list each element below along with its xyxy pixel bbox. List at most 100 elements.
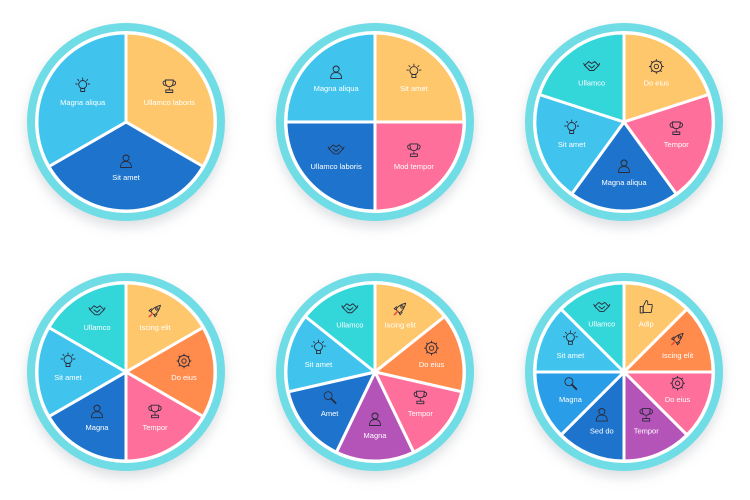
pie-slice [622,31,711,124]
person-icon [120,154,132,168]
pie-slice [124,281,205,374]
pie-chart-3: Do eius Tempor Magna aliqua Sit amet Ullamco [525,23,723,221]
segment-label: Sit amet [557,351,585,360]
pie-segment-ullamco: Ullamco [303,281,377,374]
pie-chart-4: Iscing elit Do eius Tempor Magna Sit amet Ull… [27,273,225,471]
lightbulb-icon [406,63,422,79]
segment-label: Sit amet [305,360,333,369]
trophy-icon [413,390,428,405]
pie-slice [124,326,217,418]
pie-segment-tempor: Tempor [622,92,715,196]
pie-slice [533,92,626,196]
gear-icon [670,375,686,391]
segment-label: Amet [321,409,339,418]
pie-segment-do-eius: Do eius [124,326,217,418]
pie-chart-5: Iscing elit Do eius Tempor Magna Amet Sit ame… [276,273,474,471]
pie-chart-6: Adip Iscing elit Do eius Tempor Sed do Magna S… [525,273,723,471]
gear-icon [176,353,192,369]
pie-segment-sit-amet: Sit amet [35,326,128,418]
pie-slice [35,31,128,168]
pie-segment-do-eius: Do eius [622,31,711,124]
gear-icon [424,340,439,356]
pie-slice [284,120,377,213]
segment-label: Tempor [142,423,168,432]
segment-label: Do eius [171,373,197,382]
segment-label: Do eius [644,79,670,88]
segment-label: Magna aliqua [314,84,360,93]
pie-segment-magna: Magna [47,370,128,463]
trophy-icon [148,404,162,419]
lightbulb-icon [562,330,578,345]
person-icon [369,412,381,426]
person-icon [91,404,103,419]
segment-label: Do eius [419,360,445,369]
person-icon [330,65,343,80]
pie-slice [373,315,466,394]
pie-slice [622,92,715,196]
pie-slice [47,120,205,213]
pie-segment-do-eius: Do eius [622,370,715,437]
segment-label: Ullamco [578,79,605,88]
lightbulb-icon [60,352,76,367]
segment-label: Ullamco laboris [144,98,196,107]
trophy-icon [669,121,684,135]
segment-label: Tempor [408,409,434,418]
pie-slice [373,31,466,124]
segment-label: Iscing elit [139,323,171,332]
lightbulb-icon [564,119,580,134]
pie-slice [373,281,447,374]
pie-segment-iscing-elit: Iscing elit [124,281,205,374]
pie-segment-magna-aliqua: Magna aliqua [570,120,678,213]
trophy-icon [639,408,653,422]
trophy-icon [162,79,176,93]
gear-icon [648,59,664,74]
segment-label: Sed do [590,427,614,436]
thumbs-up-icon [639,299,653,314]
pie-slice [124,370,205,463]
person-icon [595,408,608,422]
pie-segment-do-eius: Do eius [373,315,466,394]
segment-label: Magna aliqua [601,178,647,187]
magnifier-icon [564,377,578,391]
trophy-icon [407,143,421,157]
pie-segment-mod-tempor: Mod tempor [373,120,466,213]
pie-segment-sit-amet: Sit amet [533,92,626,196]
pie-segment-ullamco-laboris: Ullamco laboris [284,120,377,213]
pie-segment-sit-amet: Sit amet [373,31,466,124]
pie-slice [284,315,377,394]
lightbulb-icon [75,77,91,92]
segment-label: Sit amet [112,173,140,182]
magnifier-icon [323,391,337,405]
pie-segment-sit-amet: Sit amet [47,120,205,213]
segment-label: Magna aliqua [60,98,106,107]
lightbulb-icon [311,339,326,355]
rocket-icon [670,332,684,346]
pie-segment-magna-aliqua: Magna aliqua [284,31,377,124]
pie-slice [286,370,377,454]
pie-segment-ullamco: Ullamco [537,31,626,124]
segment-label: Magna [86,423,110,432]
segment-label: Ullamco laboris [310,162,362,171]
segment-label: Iscing elit [385,321,417,330]
pie-chart-2: Sit amet Mod tempor Ullamco laboris Magna a… [276,23,474,221]
segment-label: Sit amet [54,373,82,382]
segment-label: Tempor [664,140,690,149]
person-icon [618,159,630,173]
pie-slice [35,326,128,418]
rocket-icon [148,304,161,318]
pie-slice [373,120,466,213]
pie-segment-magna: Magna [334,370,416,463]
pie-chart-1: Ullamco laboris Sit amet Magna aliqua [27,23,225,221]
segment-label: Sit amet [558,140,586,149]
segment-label: Mod tempor [394,162,435,171]
segment-label: Adip [639,319,654,328]
pie-segment-ullamco: Ullamco [47,281,128,374]
rocket-icon [393,302,407,316]
segment-label: Ullamco [336,321,363,330]
pie-slice [373,370,464,454]
pie-segment-amet: Amet [286,370,377,454]
handshake-icon [327,144,345,155]
segment-label: Magna [559,395,583,404]
pie-slice [537,31,626,124]
